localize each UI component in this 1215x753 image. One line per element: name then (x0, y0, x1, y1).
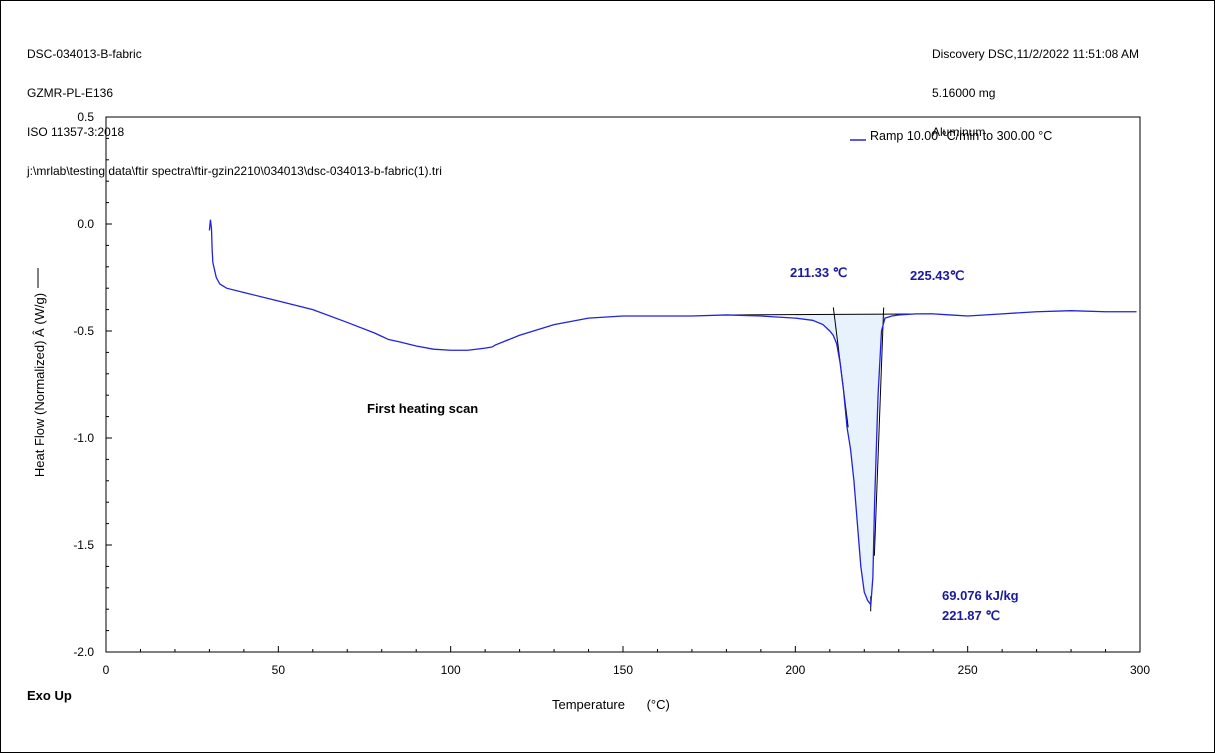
peak-temperature-label: 221.87 ℃ (942, 608, 1000, 623)
scan-label: First heating scan (367, 401, 478, 416)
instrument-info: Discovery DSC,11/2/2022 11:51:08 AM 5.16… (932, 22, 1139, 152)
curve-group: Ramp 10.00 °C/min to 300.00 °C (208, 129, 1137, 607)
y-axis-label: Heat Flow (Normalized) Â (W/g) (32, 293, 47, 477)
y-tick-label: -1.5 (73, 538, 94, 552)
onset-temperature-label: 211.33 ℃ (790, 265, 847, 280)
enthalpy-area (795, 314, 885, 605)
legend-entry: Ramp 10.00 °C/min to 300.00 °C (870, 129, 1052, 143)
endset-temperature-label: 225.43℃ (910, 268, 964, 283)
y-tick-label: -0.5 (73, 324, 94, 338)
y-tick-label: 0.5 (77, 110, 94, 124)
enthalpy-area-group (726, 307, 934, 612)
plot-border (105, 116, 1141, 653)
y-tick-label: -2.0 (73, 645, 94, 659)
x-tick-label: 200 (785, 663, 805, 677)
axes-group: 0.5 0.0 -0.5 -1.0 -1.5 -2.0 0 50 100 150 200 250 300… (32, 110, 1150, 677)
x-axis-label: Temperature (°C) (552, 697, 670, 712)
x-tick-label: 0 (103, 663, 110, 677)
x-tick-label: 100 (441, 663, 461, 677)
sample-mass: 5.16000 mg (932, 86, 996, 100)
instrument-datetime: Discovery DSC,11/2/2022 11:51:08 AM (932, 47, 1139, 61)
heat-flow-curve (208, 219, 1137, 607)
enthalpy-label: 69.076 kJ/kg (942, 588, 1019, 603)
x-tick-label: 250 (958, 663, 978, 677)
pan-type: Aluminum (932, 125, 986, 139)
file-path: j:\mrlab\testing data\ftir spectra\ftir-… (27, 164, 442, 178)
exo-up-label: Exo Up (27, 688, 72, 703)
y-tick-label: -1.0 (73, 431, 94, 445)
x-tick-label: 50 (272, 663, 286, 677)
sample-name: DSC-034013-B-fabric (27, 47, 142, 61)
endset-tangent (873, 307, 885, 556)
annotation-group: 211.33 ℃ 225.43℃ 69.076 kJ/kg 221.87 ℃ First… (367, 265, 1019, 623)
x-tick-label: 150 (613, 663, 633, 677)
x-tick-label: 300 (1130, 663, 1150, 677)
y-tick-label: 0.0 (77, 217, 94, 231)
peak-baseline (726, 313, 934, 316)
sample-code: GZMR-PL-E136 (27, 86, 114, 100)
